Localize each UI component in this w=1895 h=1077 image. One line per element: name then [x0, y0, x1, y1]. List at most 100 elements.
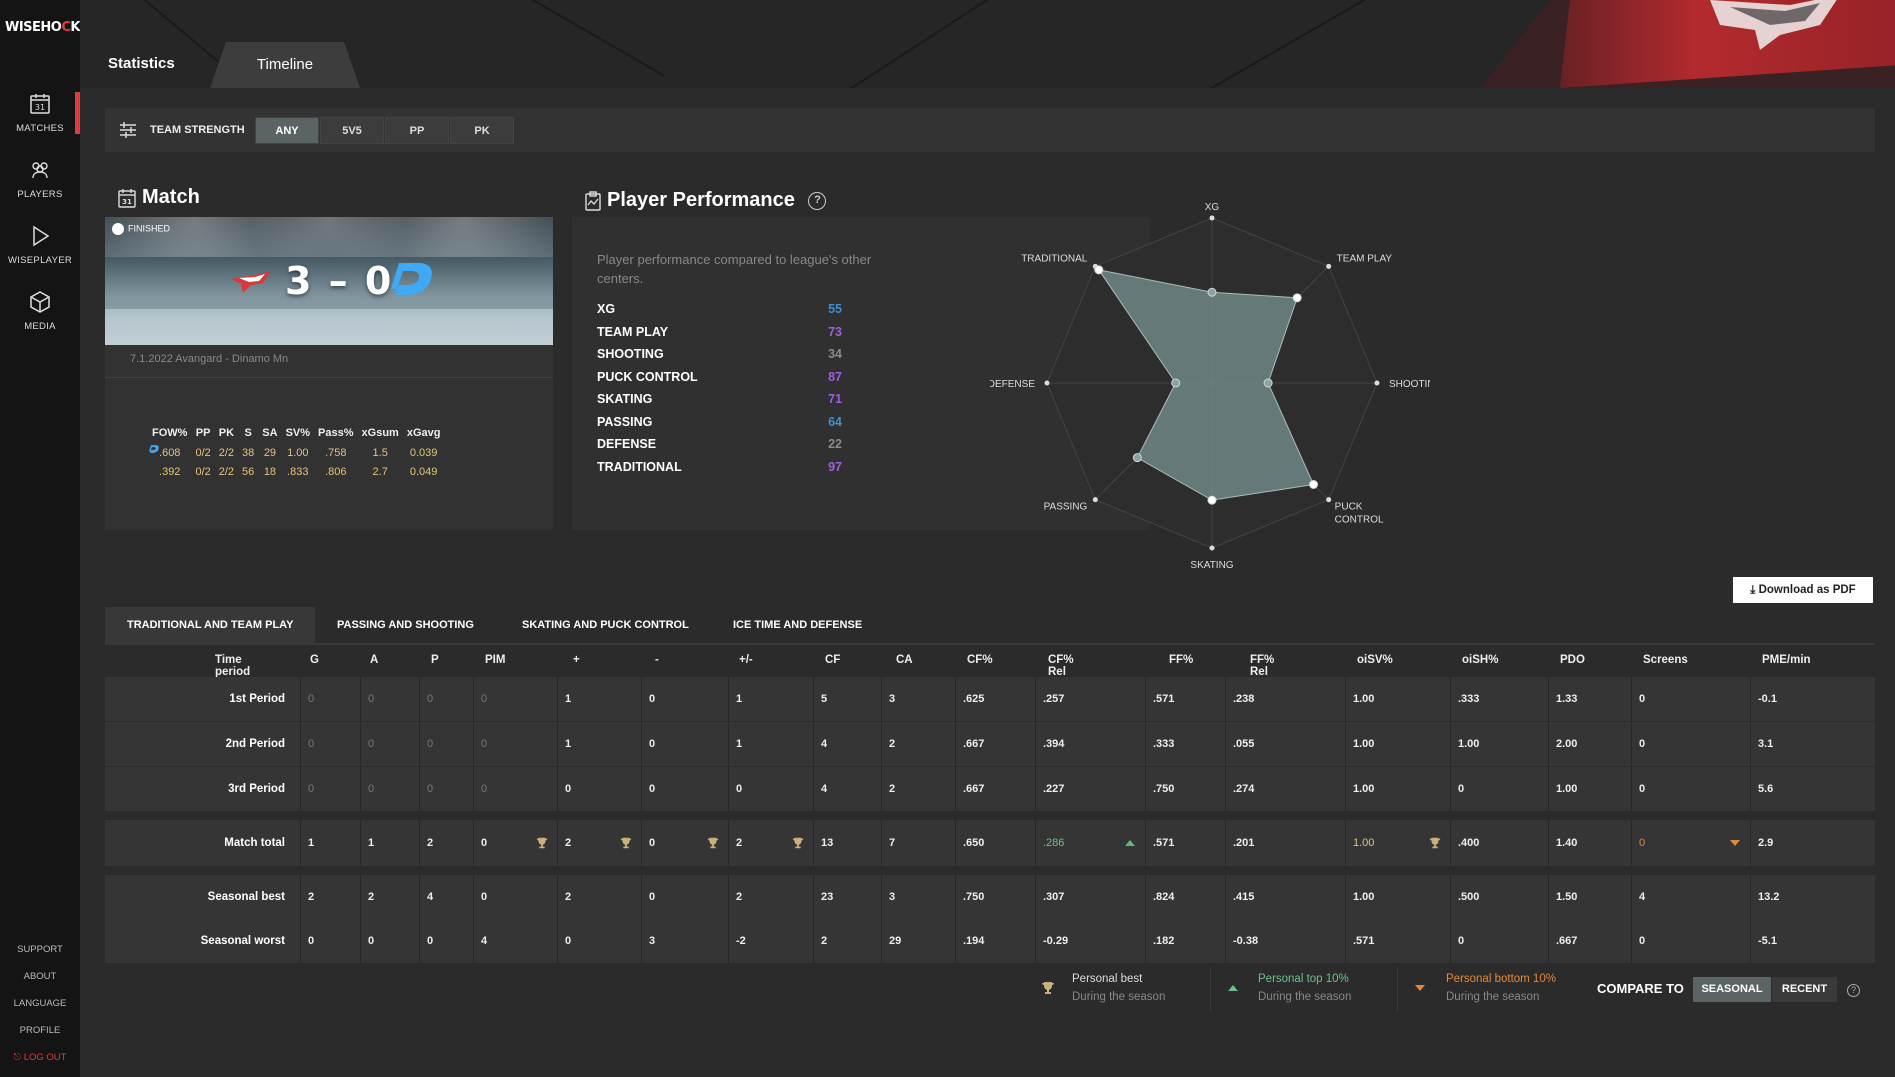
table-cell: 0 — [360, 677, 419, 721]
table-cell: .182 — [1145, 919, 1225, 963]
metric-label: TEAM PLAY — [597, 324, 669, 339]
tab-passing-shooting[interactable]: PASSING AND SHOOTING — [337, 619, 474, 631]
table-cell: .571 — [1145, 677, 1225, 721]
table-cell: 3 — [641, 919, 728, 963]
table-cell: 0 — [360, 919, 419, 963]
table-cell: 1.50 — [1548, 875, 1631, 919]
column-header: PME/min — [1762, 654, 1811, 666]
table-cell: 0 — [557, 919, 641, 963]
table-cell: 0 — [1450, 919, 1548, 963]
help-icon[interactable]: ? — [808, 191, 827, 210]
strength-option-5v5[interactable]: 5V5 — [320, 117, 384, 144]
sidebar-item-matches[interactable]: 31 MATCHES — [0, 92, 80, 152]
svg-text:31: 31 — [35, 103, 45, 112]
table-cell: .286 — [1035, 820, 1145, 866]
about-link[interactable]: ABOUT — [23, 971, 57, 982]
radar-point — [1292, 293, 1302, 303]
column-header: Time period — [215, 654, 251, 678]
table-cell: 23 — [813, 875, 881, 919]
legend-top-10: Personal top 10% During the season — [1228, 970, 1351, 1006]
support-link[interactable]: SUPPORT — [17, 944, 63, 955]
table-cell: 0 — [1450, 767, 1548, 811]
arrow-up-icon — [1228, 985, 1238, 991]
table-cell: 2 — [300, 875, 360, 919]
strength-option-pk[interactable]: PK — [450, 117, 514, 144]
table-cell: .750 — [1145, 767, 1225, 811]
performance-metric-row: TEAM PLAY 73 — [597, 325, 842, 348]
table-cell: 0 — [1631, 919, 1750, 963]
metric-value: 73 — [828, 324, 842, 339]
metric-label: PASSING — [597, 414, 653, 429]
table-cell: 2.00 — [1548, 722, 1631, 766]
compare-seasonal-button[interactable]: SEASONAL — [1693, 977, 1771, 1002]
column-header: CF% — [967, 654, 993, 666]
table-cell: 0 — [300, 677, 360, 721]
table-cell: .650 — [955, 820, 1035, 866]
performance-metrics: XG 55 TEAM PLAY 73 SHOOTING 34 PUCK CONTROL 87 S… — [597, 302, 842, 482]
metric-label: XG — [597, 302, 616, 316]
compare-recent-button[interactable]: RECENT — [1772, 977, 1837, 1002]
radar-point — [1207, 495, 1217, 505]
page-header — [80, 0, 1895, 88]
cube-icon — [30, 291, 50, 313]
table-cell: .667 — [1548, 919, 1631, 963]
table-cell: 29 — [881, 919, 955, 963]
table-cell: .227 — [1035, 767, 1145, 811]
row-label: Seasonal worst — [200, 935, 285, 947]
table-cell: 0 — [641, 767, 728, 811]
table-cell: 3.1 — [1750, 722, 1875, 766]
column-header: FF% — [1169, 654, 1194, 666]
match-card[interactable]: FINISHED 3 – 0 7.1.2022 Avangard - Dinam… — [105, 217, 553, 530]
table-cell: 0 — [473, 820, 557, 866]
table-cell: 1 — [557, 722, 641, 766]
tab-skating-puck-control[interactable]: SKATING AND PUCK CONTROL — [522, 619, 689, 631]
table-row: .608 0/2 2/2 38 29 1.00 .758 1.5 0.039 — [140, 443, 444, 462]
trophy-icon — [707, 837, 719, 849]
sidebar-item-players[interactable]: PLAYERS — [0, 158, 80, 218]
metric-label: SKATING — [597, 392, 653, 406]
column-header: CF — [825, 654, 841, 666]
clipboard-chart-icon — [585, 191, 601, 211]
metric-label: SHOOTING — [597, 347, 664, 361]
tab-timeline[interactable]: Timeline — [210, 42, 360, 88]
tab-statistics[interactable]: Statistics — [108, 55, 175, 72]
sidebar-item-label: PLAYERS — [17, 189, 63, 200]
match-banner: FINISHED 3 – 0 — [105, 217, 553, 345]
sidebar-item-wiseplayer[interactable]: WISEPLAYER — [0, 224, 80, 284]
table-cell: 0 — [473, 767, 557, 811]
profile-link[interactable]: PROFILE — [19, 1025, 61, 1036]
row-label: 1st Period — [229, 693, 285, 705]
team-strength-bar: TEAM STRENGTH ANY 5V5 PP PK — [105, 108, 1875, 152]
sidebar-item-media[interactable]: MEDIA — [0, 290, 80, 350]
table-cell: 0 — [300, 722, 360, 766]
help-icon[interactable]: ? — [1847, 984, 1860, 997]
radar-axis-end — [1044, 380, 1050, 386]
radar-point — [1094, 265, 1104, 275]
table-cell: -2 — [728, 919, 813, 963]
table-cell: 0 — [728, 767, 813, 811]
table-cell: 0 — [419, 677, 473, 721]
table-cell: 1.00 — [1450, 722, 1548, 766]
strength-option-pp[interactable]: PP — [385, 117, 449, 144]
performance-metric-row: PUCK CONTROL 87 — [597, 370, 842, 393]
table-cell: 0 — [419, 722, 473, 766]
radar-point — [1132, 453, 1142, 463]
table-cell: .274 — [1225, 767, 1345, 811]
table-cell: .400 — [1450, 820, 1548, 866]
language-link[interactable]: LANGUAGE — [13, 998, 67, 1009]
logout-link[interactable]: ⎋ LOG OUT — [13, 1052, 67, 1063]
performance-metric-row: SHOOTING 34 — [597, 347, 842, 370]
performance-section-title: Player Performance ? — [585, 189, 827, 212]
table-cell: 0 — [641, 722, 728, 766]
strength-option-any[interactable]: ANY — [255, 117, 319, 144]
table-cell: .055 — [1225, 722, 1345, 766]
tab-ice-time-defense[interactable]: ICE TIME AND DEFENSE — [733, 619, 863, 631]
download-pdf-button[interactable]: ⤓ Download as PDF — [1733, 577, 1873, 603]
tab-traditional-team-play[interactable]: TRADITIONAL AND TEAM PLAY — [105, 607, 316, 643]
metric-value: 34 — [828, 347, 842, 361]
table-cell: -0.1 — [1750, 677, 1875, 721]
radar-axis-end — [1092, 497, 1098, 503]
table-cell: .571 — [1145, 820, 1225, 866]
match-section-title: 31 Match — [118, 186, 200, 209]
performance-metric-row: XG 55 — [597, 302, 842, 325]
